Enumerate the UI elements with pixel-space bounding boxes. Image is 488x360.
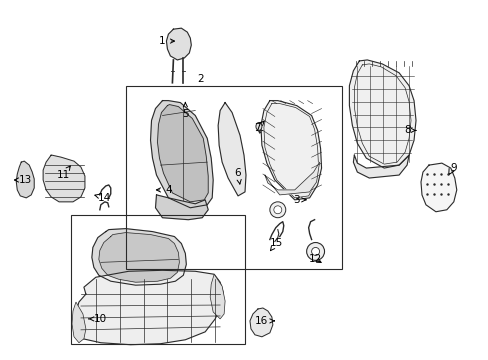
Text: 12: 12 xyxy=(308,255,322,264)
Polygon shape xyxy=(218,103,245,196)
Text: 6: 6 xyxy=(234,168,241,184)
Text: 3: 3 xyxy=(293,195,305,205)
Polygon shape xyxy=(16,161,34,198)
Polygon shape xyxy=(92,229,186,285)
Polygon shape xyxy=(249,308,272,337)
Polygon shape xyxy=(166,28,191,60)
Circle shape xyxy=(269,202,285,218)
Text: 13: 13 xyxy=(14,175,32,185)
Text: 2: 2 xyxy=(197,74,203,84)
Bar xyxy=(125,86,342,269)
Polygon shape xyxy=(353,155,408,178)
Polygon shape xyxy=(349,60,415,168)
Text: 1: 1 xyxy=(159,36,174,46)
Text: 7: 7 xyxy=(253,121,264,134)
Text: 4: 4 xyxy=(156,185,171,195)
Polygon shape xyxy=(420,163,456,212)
Text: 8: 8 xyxy=(403,125,415,135)
Text: 9: 9 xyxy=(449,163,456,173)
Polygon shape xyxy=(72,302,86,343)
Polygon shape xyxy=(210,274,224,319)
Polygon shape xyxy=(75,270,223,345)
Polygon shape xyxy=(43,155,85,202)
Polygon shape xyxy=(157,105,208,202)
Polygon shape xyxy=(99,233,179,282)
Polygon shape xyxy=(264,162,319,195)
Bar xyxy=(71,215,244,344)
Text: 5: 5 xyxy=(182,103,188,118)
Polygon shape xyxy=(261,100,321,200)
Text: 14: 14 xyxy=(95,193,111,203)
Text: 15: 15 xyxy=(270,238,283,251)
Text: 11: 11 xyxy=(56,166,70,180)
Ellipse shape xyxy=(255,122,262,130)
Circle shape xyxy=(306,243,324,260)
Text: 10: 10 xyxy=(88,314,107,324)
Polygon shape xyxy=(155,195,208,220)
Polygon shape xyxy=(150,100,213,208)
Circle shape xyxy=(311,247,319,255)
Circle shape xyxy=(273,206,281,214)
Text: 16: 16 xyxy=(255,316,274,326)
